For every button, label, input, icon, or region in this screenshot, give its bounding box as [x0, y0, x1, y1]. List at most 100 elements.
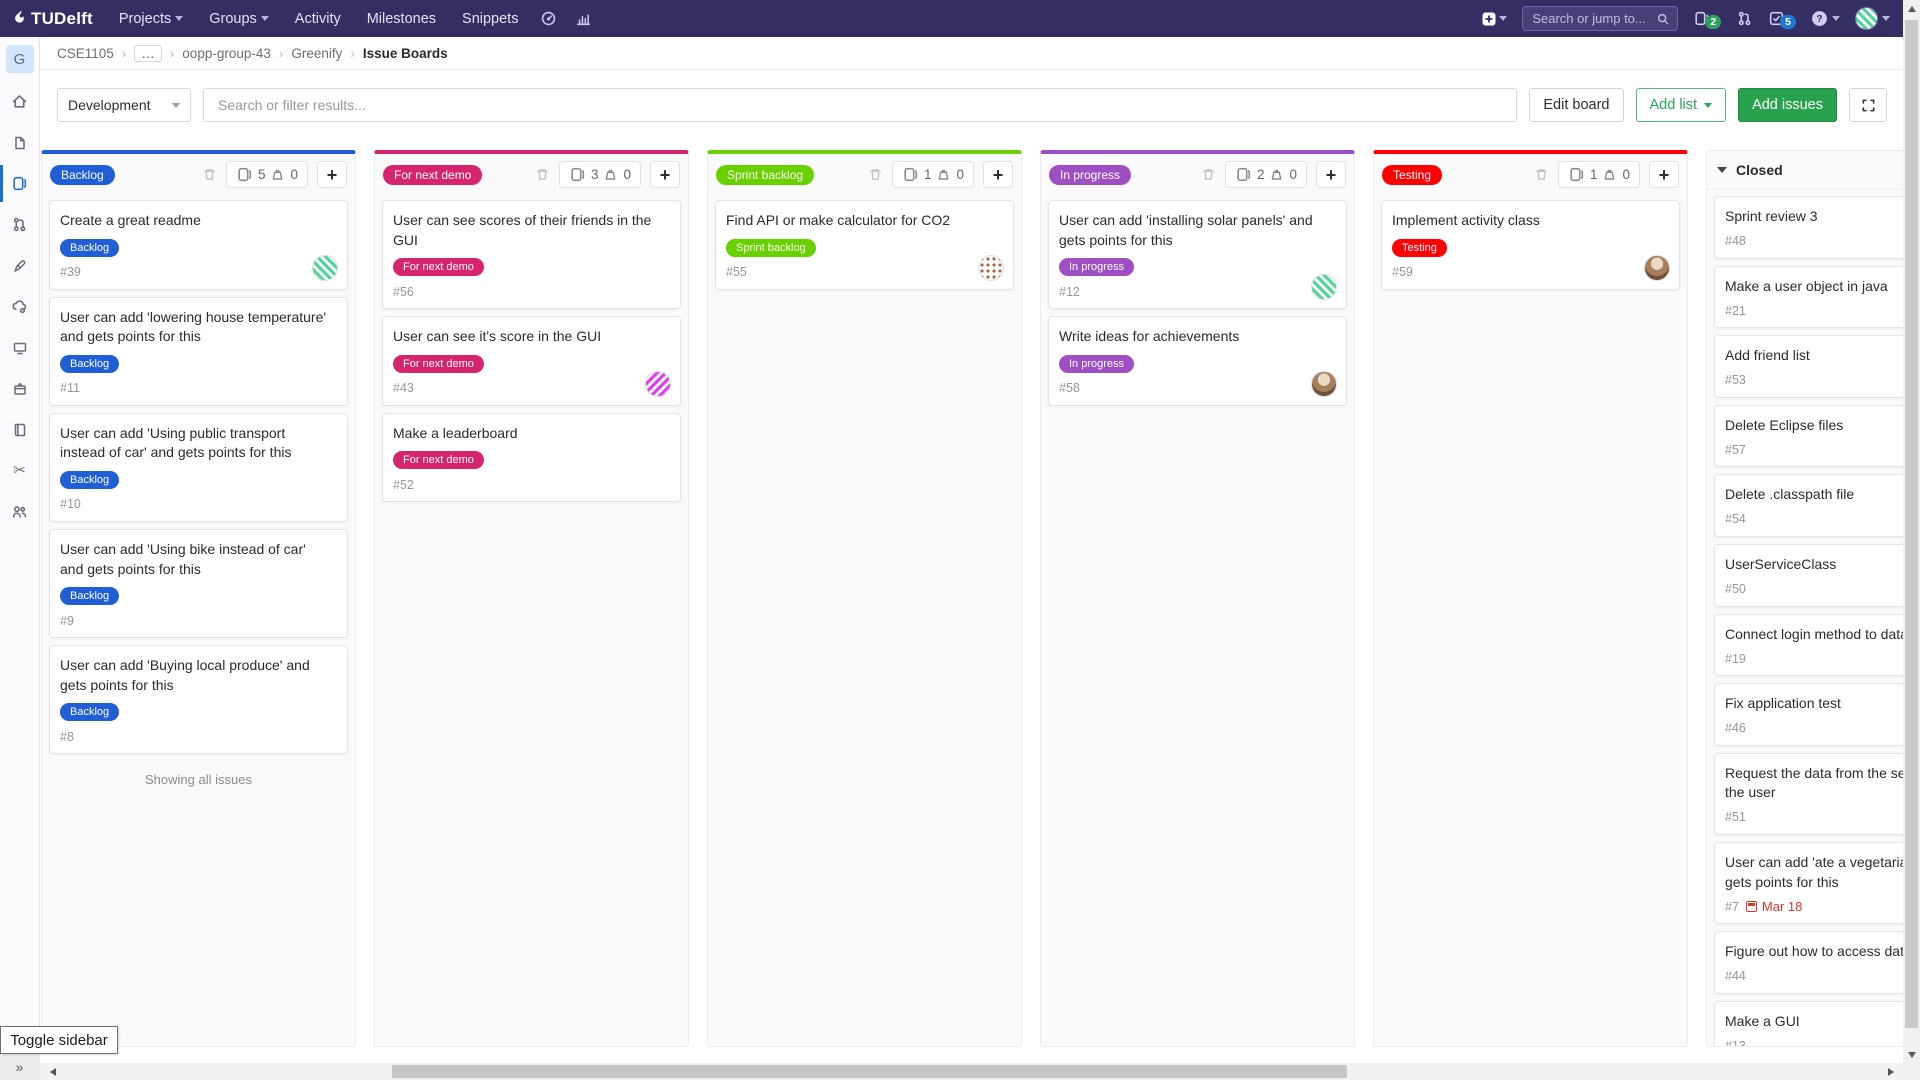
- global-search-input[interactable]: [1530, 10, 1652, 27]
- issues-nav-button[interactable]: 2: [1693, 10, 1722, 29]
- stats-chart-icon[interactable]: [575, 10, 592, 27]
- horizontal-scrollbar[interactable]: [40, 1063, 1903, 1080]
- column-label-pill[interactable]: For next demo: [383, 164, 483, 185]
- issue-card[interactable]: User can add 'installing solar panels' a…: [1048, 200, 1347, 310]
- nav-link-groups[interactable]: Groups: [209, 11, 269, 27]
- issue-card[interactable]: Delete Eclipse files #57: [1714, 404, 1903, 468]
- add-list-button[interactable]: Add list: [1635, 88, 1727, 122]
- fullscreen-button[interactable]: [1849, 88, 1887, 122]
- breadcrumb-item[interactable]: Greenify: [291, 45, 343, 61]
- tudelft-logo[interactable]: TUDelft: [14, 9, 93, 29]
- delete-list-button[interactable]: [868, 167, 883, 182]
- sidebar-item-environments[interactable]: [0, 327, 40, 368]
- add-issue-to-list-button[interactable]: +: [317, 161, 347, 188]
- issue-label-pill[interactable]: For next demo: [393, 354, 484, 373]
- issue-card[interactable]: Implement activity class Testing #59: [1381, 200, 1680, 290]
- sidebar-item-operations[interactable]: [0, 286, 40, 327]
- sidebar-item-packages[interactable]: [0, 368, 40, 409]
- toggle-sidebar-button[interactable]: »: [0, 1053, 40, 1080]
- issue-card[interactable]: Figure out how to access data from #44: [1714, 931, 1903, 994]
- issue-card[interactable]: UserServiceClass #50: [1714, 543, 1903, 607]
- column-label-pill[interactable]: Testing: [1382, 164, 1443, 185]
- issue-label-pill[interactable]: In progress: [1059, 354, 1135, 373]
- issue-card[interactable]: Fix application test #46: [1714, 683, 1903, 746]
- nav-link-activity[interactable]: Activity: [294, 10, 341, 27]
- assignee-avatar[interactable]: [1311, 274, 1337, 301]
- vertical-scrollbar[interactable]: [1903, 0, 1920, 1063]
- scroll-right-button[interactable]: [1882, 1063, 1899, 1080]
- issue-label-pill[interactable]: Backlog: [60, 703, 120, 722]
- issue-label-pill[interactable]: Backlog: [60, 238, 120, 257]
- issue-label-pill[interactable]: For next demo: [393, 451, 484, 470]
- dashboard-gauge-icon[interactable]: [540, 10, 557, 27]
- issue-card[interactable]: User can see scores of their friends in …: [382, 200, 681, 310]
- sidebar-item-merge-requests[interactable]: [0, 204, 40, 245]
- issue-card[interactable]: Create a great readme Backlog #39: [49, 200, 348, 290]
- issue-card[interactable]: User can add 'ate a vegetarian meal' and…: [1714, 841, 1903, 925]
- sidebar-item-members[interactable]: [0, 491, 40, 532]
- add-issue-to-list-button[interactable]: +: [983, 161, 1013, 188]
- issue-card[interactable]: Make a user object in java #21: [1714, 265, 1903, 329]
- assignee-avatar[interactable]: [1311, 370, 1337, 397]
- closed-column-header[interactable]: Closed: [1707, 151, 1903, 190]
- nav-link-snippets[interactable]: Snippets: [462, 10, 519, 27]
- issue-card[interactable]: Add friend list #53: [1714, 335, 1903, 398]
- issue-card[interactable]: User can add 'Buying local produce' and …: [49, 645, 348, 755]
- sidebar-item-repository[interactable]: [0, 122, 40, 163]
- filter-search[interactable]: [203, 88, 1518, 122]
- add-issue-to-list-button[interactable]: +: [1316, 161, 1346, 188]
- add-issues-button[interactable]: Add issues: [1738, 88, 1837, 122]
- assignee-avatar[interactable]: [1644, 254, 1670, 281]
- issue-card[interactable]: User can see it's score in the GUI For ne…: [382, 316, 681, 406]
- column-label-pill[interactable]: Sprint backlog: [716, 164, 815, 185]
- issue-card[interactable]: Make a GUI #13: [1714, 1000, 1903, 1046]
- issue-label-pill[interactable]: Backlog: [60, 354, 120, 373]
- help-menu-button[interactable]: ?: [1811, 10, 1840, 27]
- issue-card[interactable]: Request the data from the server about t…: [1714, 752, 1903, 835]
- delete-list-button[interactable]: [535, 167, 550, 182]
- delete-list-button[interactable]: [202, 167, 217, 182]
- issue-card[interactable]: Write ideas for achievements In progress #…: [1048, 316, 1347, 406]
- sidebar-item-issue-boards[interactable]: [0, 163, 40, 204]
- scroll-up-button[interactable]: [1903, 0, 1920, 17]
- breadcrumb-item[interactable]: oopp-group-43: [182, 45, 271, 61]
- issue-card[interactable]: Delete .classpath file #54: [1714, 474, 1903, 537]
- add-issue-to-list-button[interactable]: +: [650, 161, 680, 188]
- assignee-avatar[interactable]: [645, 370, 671, 397]
- user-menu-button[interactable]: [1855, 7, 1890, 30]
- edit-board-button[interactable]: Edit board: [1529, 88, 1624, 122]
- issue-card[interactable]: Make a leaderboard For next demo #52: [382, 412, 681, 503]
- delete-list-button[interactable]: [1534, 167, 1549, 182]
- issue-label-pill[interactable]: Backlog: [60, 587, 120, 606]
- column-label-pill[interactable]: Backlog: [50, 164, 115, 185]
- issue-card[interactable]: User can add 'Using bike instead of car'…: [49, 528, 348, 639]
- filter-search-input[interactable]: [216, 96, 1505, 114]
- issue-label-pill[interactable]: Sprint backlog: [726, 238, 816, 257]
- issue-card[interactable]: Connect login method to database #19: [1714, 613, 1903, 677]
- issue-card[interactable]: Sprint review 3 #48: [1714, 196, 1903, 259]
- sidebar-item-project-home[interactable]: [0, 81, 40, 122]
- scroll-left-button[interactable]: [44, 1063, 61, 1080]
- sidebar-item-snippets[interactable]: ✂: [0, 450, 40, 491]
- issue-label-pill[interactable]: Backlog: [60, 470, 120, 489]
- column-label-pill[interactable]: In progress: [1049, 164, 1132, 185]
- assignee-avatar[interactable]: [978, 254, 1004, 281]
- assignee-avatar[interactable]: [312, 254, 338, 281]
- issue-label-pill[interactable]: Testing: [1392, 238, 1447, 257]
- issue-card[interactable]: User can add 'lowering house temperature…: [49, 296, 348, 406]
- breadcrumb-item[interactable]: CSE1105: [57, 45, 114, 61]
- breadcrumb-ellipsis-button[interactable]: …: [134, 44, 162, 62]
- delete-list-button[interactable]: [1201, 167, 1216, 182]
- global-search[interactable]: [1522, 6, 1679, 31]
- merge-requests-nav-button[interactable]: [1736, 10, 1753, 27]
- add-issue-to-list-button[interactable]: +: [1649, 161, 1679, 188]
- todos-nav-button[interactable]: 5: [1768, 10, 1796, 29]
- sidebar-item-wiki[interactable]: [0, 409, 40, 450]
- horizontal-scrollbar-thumb[interactable]: [392, 1065, 1347, 1078]
- nav-link-projects[interactable]: Projects: [119, 11, 184, 27]
- scroll-down-button[interactable]: [1903, 1046, 1920, 1063]
- issue-label-pill[interactable]: In progress: [1059, 258, 1135, 277]
- nav-link-milestones[interactable]: Milestones: [366, 10, 437, 27]
- issue-card[interactable]: User can add 'Using public transport ins…: [49, 412, 348, 522]
- issue-label-pill[interactable]: For next demo: [393, 258, 484, 277]
